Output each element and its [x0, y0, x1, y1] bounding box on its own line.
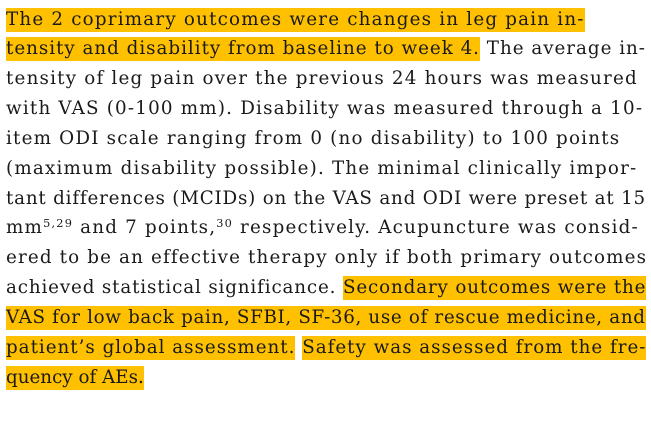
text-line-8: mm5,29 and 7 points,30 respectively. Acu…: [6, 215, 639, 241]
body-text: with VAS (0-100 mm). Disability was meas…: [6, 98, 644, 119]
citation-superscript: 30: [216, 215, 234, 230]
body-text: respectively. Acupuncture was consid-: [233, 217, 639, 238]
citation-superscript: 5,29: [43, 215, 74, 230]
text-line-10: achieved statistical significance. Secon…: [6, 275, 647, 301]
body-text: tensity of leg pain over the previous 24…: [6, 68, 638, 89]
text-line-2: tensity and disability from baseline to …: [6, 36, 646, 62]
text-line-7: tant differences (MCIDs) on the VAS and …: [6, 186, 646, 212]
text-line-12: patient’s global assessment. Safety was …: [6, 335, 647, 361]
text-line-3: tensity of leg pain over the previous 24…: [6, 66, 638, 92]
body-text: and 7 points,: [73, 217, 217, 238]
highlighted-text: quency of AEs.: [6, 366, 144, 390]
text-line-5: item ODI scale ranging from 0 (no disabi…: [6, 126, 620, 152]
text-line-6: (maximum disability possible). The minim…: [6, 156, 637, 182]
body-text: mm: [6, 217, 44, 238]
body-text: (maximum disability possible). The minim…: [6, 158, 638, 179]
text-line-1: The 2 coprimary outcomes were changes in…: [6, 7, 585, 33]
text-line-11: VAS for low back pain, SFBI, SF-36, use …: [6, 305, 646, 331]
body-text: tant differences (MCIDs) on the VAS and …: [6, 188, 646, 209]
body-text: achieved statistical significance.: [6, 277, 344, 298]
highlighted-text: VAS for low back pain, SFBI, SF-36, use …: [6, 306, 646, 330]
highlighted-text: patient’s global assessment.: [6, 336, 296, 360]
highlighted-text: tensity and disability from baseline to …: [6, 37, 480, 61]
body-text: The average in-: [479, 38, 646, 59]
text-line-9: ered to be an effective therapy only if …: [6, 245, 647, 271]
highlighted-text: Secondary outcomes were the: [343, 276, 647, 300]
text-line-4: with VAS (0-100 mm). Disability was meas…: [6, 96, 643, 122]
body-text: item ODI scale ranging from 0 (no disabi…: [6, 128, 621, 149]
text-line-13: quency of AEs.: [6, 365, 144, 391]
highlighted-text: The 2 coprimary outcomes were changes in…: [6, 8, 585, 32]
highlighted-text: Safety was assessed from the fre-: [302, 336, 647, 360]
body-text: ered to be an effective therapy only if …: [6, 247, 648, 268]
